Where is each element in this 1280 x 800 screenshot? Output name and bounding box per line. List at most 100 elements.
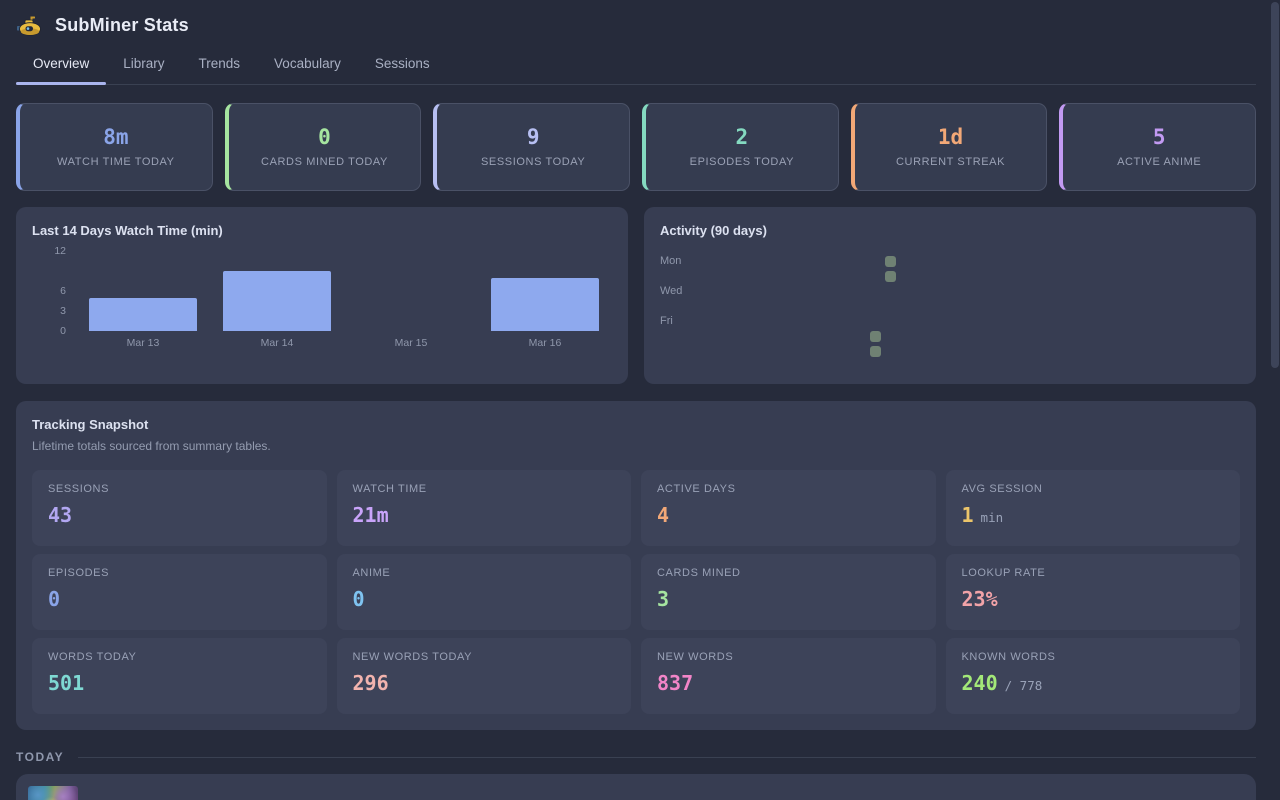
- heatmap-cell: [840, 331, 851, 342]
- heatmap-cell: [780, 331, 791, 342]
- snapshot-tile-value: 0: [48, 587, 61, 611]
- tab-vocabulary[interactable]: Vocabulary: [257, 45, 358, 84]
- heatmap-cell: [810, 301, 821, 312]
- tab-library[interactable]: Library: [106, 45, 181, 84]
- heatmap-cell: [705, 256, 716, 267]
- heatmap-cell: [765, 301, 776, 312]
- snapshot-tile-value: 0: [352, 587, 365, 611]
- stat-card-label: ACTIVE ANIME: [1117, 155, 1202, 168]
- snapshot-tile-value-row: 23%: [962, 589, 1225, 609]
- snapshot-tile-anime: ANIME 0: [336, 554, 631, 630]
- snapshot-tile-avg-session: AVG SESSION 1 min: [945, 470, 1240, 546]
- heatmap-cell: [825, 316, 836, 327]
- heatmap-cell: [765, 271, 776, 282]
- heatmap-cell: [795, 346, 806, 357]
- bar-space: [478, 251, 612, 331]
- heatmap-cell: [825, 301, 836, 312]
- heatmap-cell: [750, 316, 761, 327]
- bar-space: [76, 251, 210, 331]
- heatmap-cell: [840, 316, 851, 327]
- stat-card-value: 2: [735, 124, 749, 149]
- heatmap-title: Activity (90 days): [660, 223, 767, 238]
- app-header: SubMiner Stats: [0, 0, 1280, 45]
- heatmap-cell: [810, 346, 821, 357]
- heatmap-cell: [705, 316, 716, 327]
- heatmap-cell: [870, 331, 881, 342]
- heatmap-cell: [780, 286, 791, 297]
- snapshot-tile-label: ANIME: [352, 567, 391, 579]
- snapshot-tile-label: LOOKUP RATE: [961, 567, 1046, 579]
- stat-card-cards-mined-today: 0 CARDS MINED TODAY: [224, 103, 422, 191]
- snapshot-tile-label: WATCH TIME: [352, 483, 427, 495]
- heatmap-cell: [765, 256, 776, 267]
- snapshot-tile-value: 296: [352, 671, 389, 695]
- bar-mar-14: [223, 271, 331, 331]
- scrollbar-thumb[interactable]: [1271, 2, 1279, 368]
- heatmap-cell: [720, 331, 731, 342]
- snapshot-tile-suffix: min: [980, 510, 1004, 525]
- heatmap-cell: [705, 346, 716, 357]
- snapshot-tile-value-row: 0: [48, 589, 311, 609]
- tab-overview[interactable]: Overview: [16, 45, 107, 85]
- heatmap-cell: [825, 271, 836, 282]
- heatmap-cell: [795, 331, 806, 342]
- today-section-header: TODAY: [16, 751, 1256, 763]
- today-divider: [78, 756, 1256, 758]
- heatmap-cell: [840, 286, 851, 297]
- bar-mar-16: [491, 277, 599, 331]
- snapshot-tile-label: SESSIONS: [48, 483, 110, 495]
- y-tick-label: 12: [54, 245, 66, 257]
- snapshot-tile-new-words-today: NEW WORDS TODAY 296: [336, 638, 631, 714]
- submarine-icon: [17, 16, 41, 36]
- heatmap-row-label: Mon: [660, 255, 682, 267]
- heatmap-cell: [780, 256, 791, 267]
- heatmap-cell: [765, 286, 776, 297]
- heatmap-cell: [795, 286, 806, 297]
- heatmap-cell: [825, 346, 836, 357]
- y-tick-label: 3: [60, 305, 66, 317]
- bar-space: [210, 251, 344, 331]
- tab-trends[interactable]: Trends: [182, 45, 258, 84]
- watch-time-bar-chart: 0 3 6 12 Mar 13 Mar 14 Mar 15 Mar 16: [32, 246, 612, 349]
- heatmap-cell: [750, 271, 761, 282]
- snapshot-tile-label: AVG SESSION: [961, 483, 1043, 495]
- heatmap-cell: [795, 271, 806, 282]
- snapshot-tile-value: 501: [48, 671, 85, 695]
- snapshot-tile-value: 1: [961, 503, 974, 527]
- heatmap-cell: [870, 256, 881, 267]
- stat-card-current-streak: 1d CURRENT STREAK: [850, 103, 1048, 191]
- snapshot-tile-value-row: 837: [657, 673, 920, 693]
- heatmap-cell: [855, 271, 866, 282]
- heatmap-cell: [855, 346, 866, 357]
- heatmap-cell: [825, 331, 836, 342]
- app-title: SubMiner Stats: [55, 15, 189, 35]
- heatmap-cell: [735, 271, 746, 282]
- stat-card-label: CARDS MINED TODAY: [261, 155, 388, 168]
- heatmap-cell: [705, 331, 716, 342]
- stat-card-sessions-today: 9 SESSIONS TODAY: [433, 103, 631, 191]
- heatmap-cell: [885, 301, 896, 312]
- heatmap-cell: [780, 316, 791, 327]
- stat-card-value: 1d: [937, 124, 964, 149]
- today-session-row[interactable]: [16, 774, 1256, 800]
- heatmap-cell: [810, 316, 821, 327]
- heatmap-cell: [885, 316, 896, 327]
- heatmap-cell: [810, 271, 821, 282]
- snapshot-tile-value: 43: [48, 503, 73, 527]
- snapshot-tile-label: EPISODES: [48, 567, 110, 579]
- snapshot-tile-value-row: 4: [657, 505, 920, 525]
- heatmap-cell: [885, 256, 896, 267]
- heatmap-cell: [735, 316, 746, 327]
- heatmap-cell: [855, 316, 866, 327]
- heatmap-cell: [765, 331, 776, 342]
- heatmap-cell: [885, 271, 896, 282]
- bar-mar-13: [89, 297, 197, 331]
- stat-card-value: 8m: [103, 124, 129, 149]
- snapshot-tile-label: NEW WORDS TODAY: [352, 651, 473, 663]
- heatmap-cell: [720, 271, 731, 282]
- tab-sessions[interactable]: Sessions: [358, 45, 447, 84]
- heatmap-cell: [750, 301, 761, 312]
- snapshot-tile-value-row: 1 min: [962, 505, 1225, 525]
- snapshot-tile-value: 240: [961, 671, 998, 695]
